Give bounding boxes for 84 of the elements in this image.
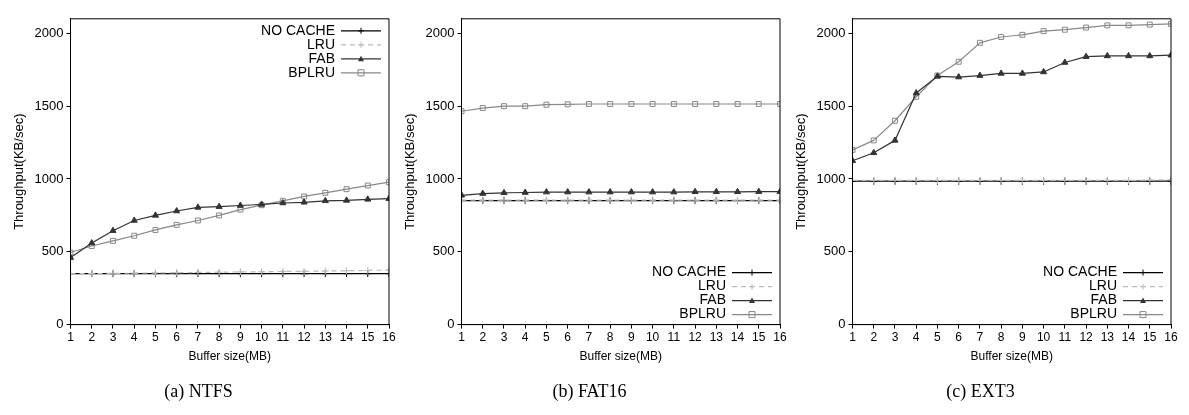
x-tick-label: 9 [237,330,245,345]
legend-label: LRU [306,35,335,52]
y-tick-label: 1500 [816,97,846,113]
y-tick-label: 500 [823,243,846,259]
legend-label: FAB [699,291,726,308]
legend-label: BPLRU [1070,305,1117,322]
x-tick-label: 14 [339,330,354,345]
x-tick-label: 11 [667,330,681,345]
y-tick-label: 2000 [816,24,846,40]
y-axis-title: Throughput(KB/sec) [11,113,27,230]
x-tick-label: 8 [606,330,614,345]
x-tick-label: 7 [585,330,593,345]
x-tick-label: 5 [152,330,160,345]
x-tick-label: 8 [215,330,223,345]
x-tick-label: 12 [1079,330,1094,345]
x-axis-title: Buffer size(MB) [188,348,271,363]
y-tick-label: 0 [838,316,846,332]
text: (b) FAT16 [552,380,627,402]
y-tick-label: 2000 [425,24,455,40]
x-tick-label: 2 [88,330,96,345]
x-tick-label: 7 [194,330,202,345]
legend-label: NO CACHE [652,263,726,280]
legend-label: LRU [697,277,726,294]
x-axis-title: Buffer size(MB) [579,348,662,363]
y-tick-label: 0 [56,316,64,332]
x-tick-label: 2 [479,330,487,345]
y-tick-label: 1500 [34,97,64,113]
legend-label: BPLRU [679,305,726,322]
text: (c) EXT3 [946,380,1015,402]
y-tick-label: 500 [41,243,64,259]
y-axis-title: Throughput(KB/sec) [793,113,809,230]
y-tick-label: 2000 [34,24,64,40]
x-tick-label: 8 [997,330,1005,345]
y-tick-label: 0 [447,316,455,332]
x-tick-label: 12 [297,330,312,345]
x-tick-label: 4 [521,330,529,345]
x-tick-label: 12 [688,330,703,345]
x-tick-label: 10 [1036,330,1051,345]
x-tick-label: 9 [628,330,636,345]
legend-label: LRU [1088,277,1117,294]
legend-label: BPLRU [288,63,335,80]
x-tick-label: 3 [109,330,117,345]
x-tick-label: 1 [458,330,466,345]
x-tick-label: 16 [382,330,396,345]
x-tick-label: 6 [173,330,181,345]
x-tick-label: 1 [849,330,857,345]
x-tick-label: 13 [1100,330,1115,345]
x-tick-label: 15 [1143,330,1157,345]
x-tick-label: 9 [1019,330,1027,345]
legend-label: FAB [308,49,335,66]
x-tick-label: 1 [67,330,75,345]
y-axis-title: Throughput(KB/sec) [402,113,418,230]
x-tick-label: 4 [912,330,920,345]
x-tick-label: 6 [955,330,963,345]
x-tick-label: 7 [976,330,984,345]
x-tick-label: 13 [709,330,724,345]
x-tick-label: 15 [752,330,766,345]
x-tick-label: 6 [564,330,572,345]
y-tick-label: 1000 [816,170,846,186]
x-tick-label: 13 [318,330,333,345]
text: (a) NTFS [164,380,233,402]
x-tick-label: 4 [130,330,138,345]
y-tick-label: 1500 [425,97,455,113]
x-tick-label: 11 [276,330,290,345]
x-tick-label: 15 [361,330,375,345]
x-tick-label: 2 [870,330,878,345]
x-tick-label: 3 [500,330,508,345]
x-tick-label: 11 [1058,330,1072,345]
legend-label: NO CACHE [261,21,335,38]
x-tick-label: 5 [543,330,551,345]
x-tick-label: 14 [730,330,745,345]
y-tick-label: 1000 [34,170,64,186]
legend-label: FAB [1090,291,1117,308]
y-tick-label: 1000 [425,170,455,186]
x-tick-label: 16 [773,330,787,345]
x-tick-label: 10 [645,330,660,345]
x-tick-label: 5 [934,330,942,345]
x-tick-label: 14 [1121,330,1136,345]
legend-label: NO CACHE [1043,263,1117,280]
y-tick-label: 500 [432,243,455,259]
x-tick-label: 3 [891,330,899,345]
x-tick-label: 16 [1164,330,1178,345]
x-axis-title: Buffer size(MB) [970,348,1053,363]
x-tick-label: 10 [254,330,269,345]
